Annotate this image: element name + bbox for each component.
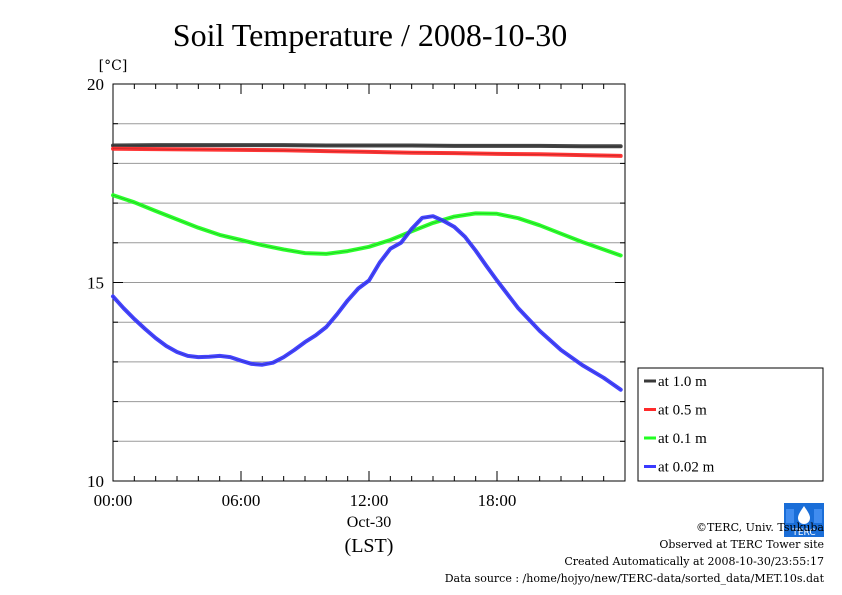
series-line	[111, 143, 623, 149]
chart-title: Soil Temperature / 2008-10-30	[173, 17, 567, 53]
x-tick-label: 00:00	[94, 491, 133, 510]
legend-label: at 0.5 m	[658, 403, 707, 419]
x-axis-label: (LST)	[345, 535, 394, 557]
series-line-core	[112, 215, 621, 390]
terc-logo: TERC	[784, 503, 824, 537]
x-tick-label: 12:00	[350, 491, 389, 510]
series-line-core	[112, 194, 621, 256]
footer-data-source: Data source : /home/hojyo/new/TERC-data/…	[444, 572, 824, 585]
series-line	[111, 146, 623, 158]
legend-label: at 0.02 m	[658, 460, 715, 476]
y-tick-labels: 10 15 20	[87, 75, 104, 491]
series-line-core	[112, 148, 621, 157]
legend-label: at 1.0 m	[658, 374, 707, 390]
legend: at 1.0 m at 0.5 m at 0.1 m at 0.02 m	[637, 367, 824, 482]
footer-created: Created Automatically at 2008-10-30/23:5…	[564, 555, 824, 568]
series-lines	[111, 143, 623, 392]
legend-box	[637, 367, 824, 482]
x-tick-label: 06:00	[222, 491, 261, 510]
series-line-core	[112, 144, 621, 147]
axis-ticks	[112, 83, 626, 482]
y-tick-label: 10	[87, 472, 104, 491]
series-line	[111, 193, 623, 258]
footer-observed: Observed at TERC Tower site	[659, 538, 824, 551]
y-tick-label: 20	[87, 75, 104, 94]
x-date-label: Oct-30	[347, 514, 391, 531]
footer-copyright: ©TERC, Univ. Tsukuba	[695, 521, 824, 534]
y-axis-unit-label: [°C]	[99, 58, 128, 74]
x-tick-label: 18:00	[478, 491, 517, 510]
y-tick-label: 15	[87, 274, 104, 293]
logo-text: TERC	[791, 528, 815, 537]
series-line	[111, 214, 623, 392]
x-tick-labels: 00:00 06:00 12:00 18:00	[94, 491, 517, 510]
legend-label: at 0.1 m	[658, 431, 707, 447]
